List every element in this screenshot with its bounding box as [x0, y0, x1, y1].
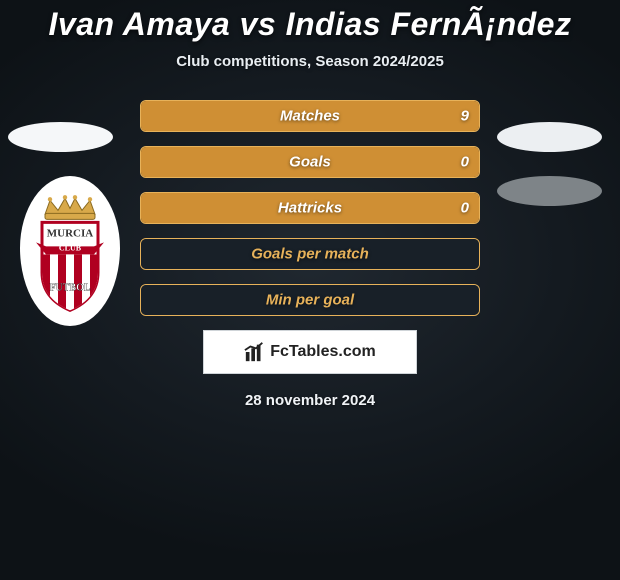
stat-bar: Hattricks0 — [140, 192, 480, 224]
stat-label: Goals — [141, 154, 479, 171]
stats-bars: Matches9Goals0Hattricks0Goals per matchM… — [140, 100, 480, 316]
right-ellipse-1 — [497, 122, 602, 152]
stat-label: Min per goal — [141, 292, 479, 309]
stat-bar: Goals0 — [140, 146, 480, 178]
stat-label: Hattricks — [141, 200, 479, 217]
crest-bottom-text: FUTBOL — [49, 282, 90, 293]
left-ellipse-1 — [8, 122, 113, 152]
date-text: 28 november 2024 — [0, 392, 620, 409]
stat-label: Goals per match — [141, 246, 479, 263]
chart-icon — [244, 341, 266, 363]
stat-value: 0 — [461, 154, 469, 171]
branding-box[interactable]: FcTables.com — [203, 330, 417, 374]
stat-label: Matches — [141, 108, 479, 125]
page-title: Ivan Amaya vs Indias FernÃ¡ndez — [0, 6, 620, 43]
stat-bar: Min per goal — [140, 284, 480, 316]
club-crest: MURCIA CLUB FUTBOL — [20, 176, 120, 326]
stat-value: 0 — [461, 200, 469, 217]
stat-value: 9 — [461, 108, 469, 125]
stat-bar: Matches9 — [140, 100, 480, 132]
crest-top-text: MURCIA — [47, 227, 93, 239]
page-subtitle: Club competitions, Season 2024/2025 — [0, 53, 620, 70]
stat-bar: Goals per match — [140, 238, 480, 270]
right-ellipse-2 — [497, 176, 602, 206]
branding-text: FcTables.com — [270, 343, 376, 361]
crest-banner-text: CLUB — [59, 243, 82, 252]
crown-icon — [45, 195, 95, 219]
crest-svg: MURCIA CLUB FUTBOL — [31, 194, 109, 312]
